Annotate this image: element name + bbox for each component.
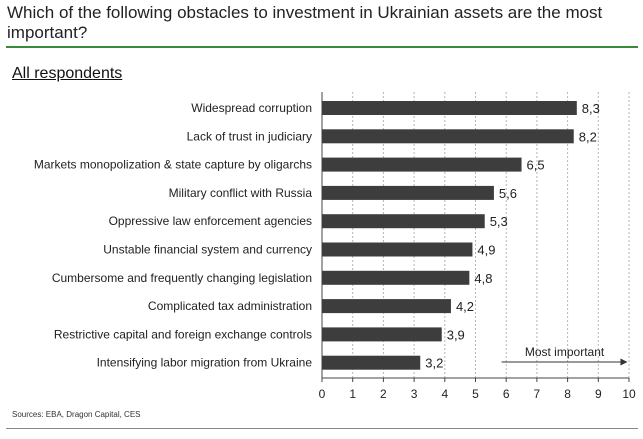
category-label: Cumbersome and frequently changing legis… <box>52 271 312 285</box>
category-label: Complicated tax administration <box>148 299 312 313</box>
title-divider <box>6 46 638 48</box>
annotation-arrow-head <box>620 358 628 366</box>
bar <box>322 129 574 144</box>
x-tick-label: 0 <box>319 387 326 401</box>
value-label: 5,6 <box>499 186 517 201</box>
x-tick-label: 10 <box>622 387 636 401</box>
bar <box>322 101 577 115</box>
value-label: 3,2 <box>425 356 443 371</box>
annotation-label: Most important <box>525 345 605 359</box>
page-title: Which of the following obstacles to inve… <box>7 3 603 42</box>
category-label: Restrictive capital and foreign exchange… <box>54 327 312 341</box>
x-tick-label: 2 <box>380 387 387 401</box>
value-label: 5,3 <box>490 214 508 229</box>
value-label: 4,2 <box>456 299 474 314</box>
chart-subtitle: All respondents <box>12 65 123 82</box>
bar <box>322 214 485 229</box>
category-label: Widespread corruption <box>191 101 312 115</box>
value-label: 8,3 <box>582 101 600 116</box>
bar <box>322 327 442 342</box>
bar <box>322 185 494 200</box>
bar <box>322 242 473 257</box>
category-label: Markets monopolization & state capture b… <box>34 158 312 172</box>
x-tick-label: 9 <box>595 387 602 401</box>
bar <box>322 157 522 172</box>
source-note: Sources: EBA, Dragon Capital, CES <box>12 410 141 419</box>
x-tick-label: 4 <box>441 387 448 401</box>
x-tick-label: 8 <box>564 387 571 401</box>
x-tick-label: 7 <box>534 387 541 401</box>
value-label: 8,2 <box>579 129 597 144</box>
bar <box>322 355 421 370</box>
category-label: Lack of trust in judiciary <box>187 129 312 143</box>
x-tick-label: 5 <box>472 387 479 401</box>
bar <box>322 270 470 285</box>
value-label: 4,9 <box>477 243 495 258</box>
value-label: 3,9 <box>447 327 465 342</box>
x-tick-label: 6 <box>503 387 510 401</box>
x-tick-label: 1 <box>349 387 356 401</box>
bottom-divider <box>6 428 638 429</box>
x-tick-label: 3 <box>411 387 418 401</box>
category-label: Military conflict with Russia <box>169 186 313 200</box>
value-label: 6,5 <box>527 158 545 173</box>
category-label: Unstable financial system and currency <box>103 243 312 257</box>
category-label: Intensifying labor migration from Ukrain… <box>97 356 313 370</box>
bar <box>322 299 451 314</box>
category-label: Oppressive law enforcement agencies <box>109 214 312 228</box>
value-label: 4,8 <box>474 271 492 286</box>
